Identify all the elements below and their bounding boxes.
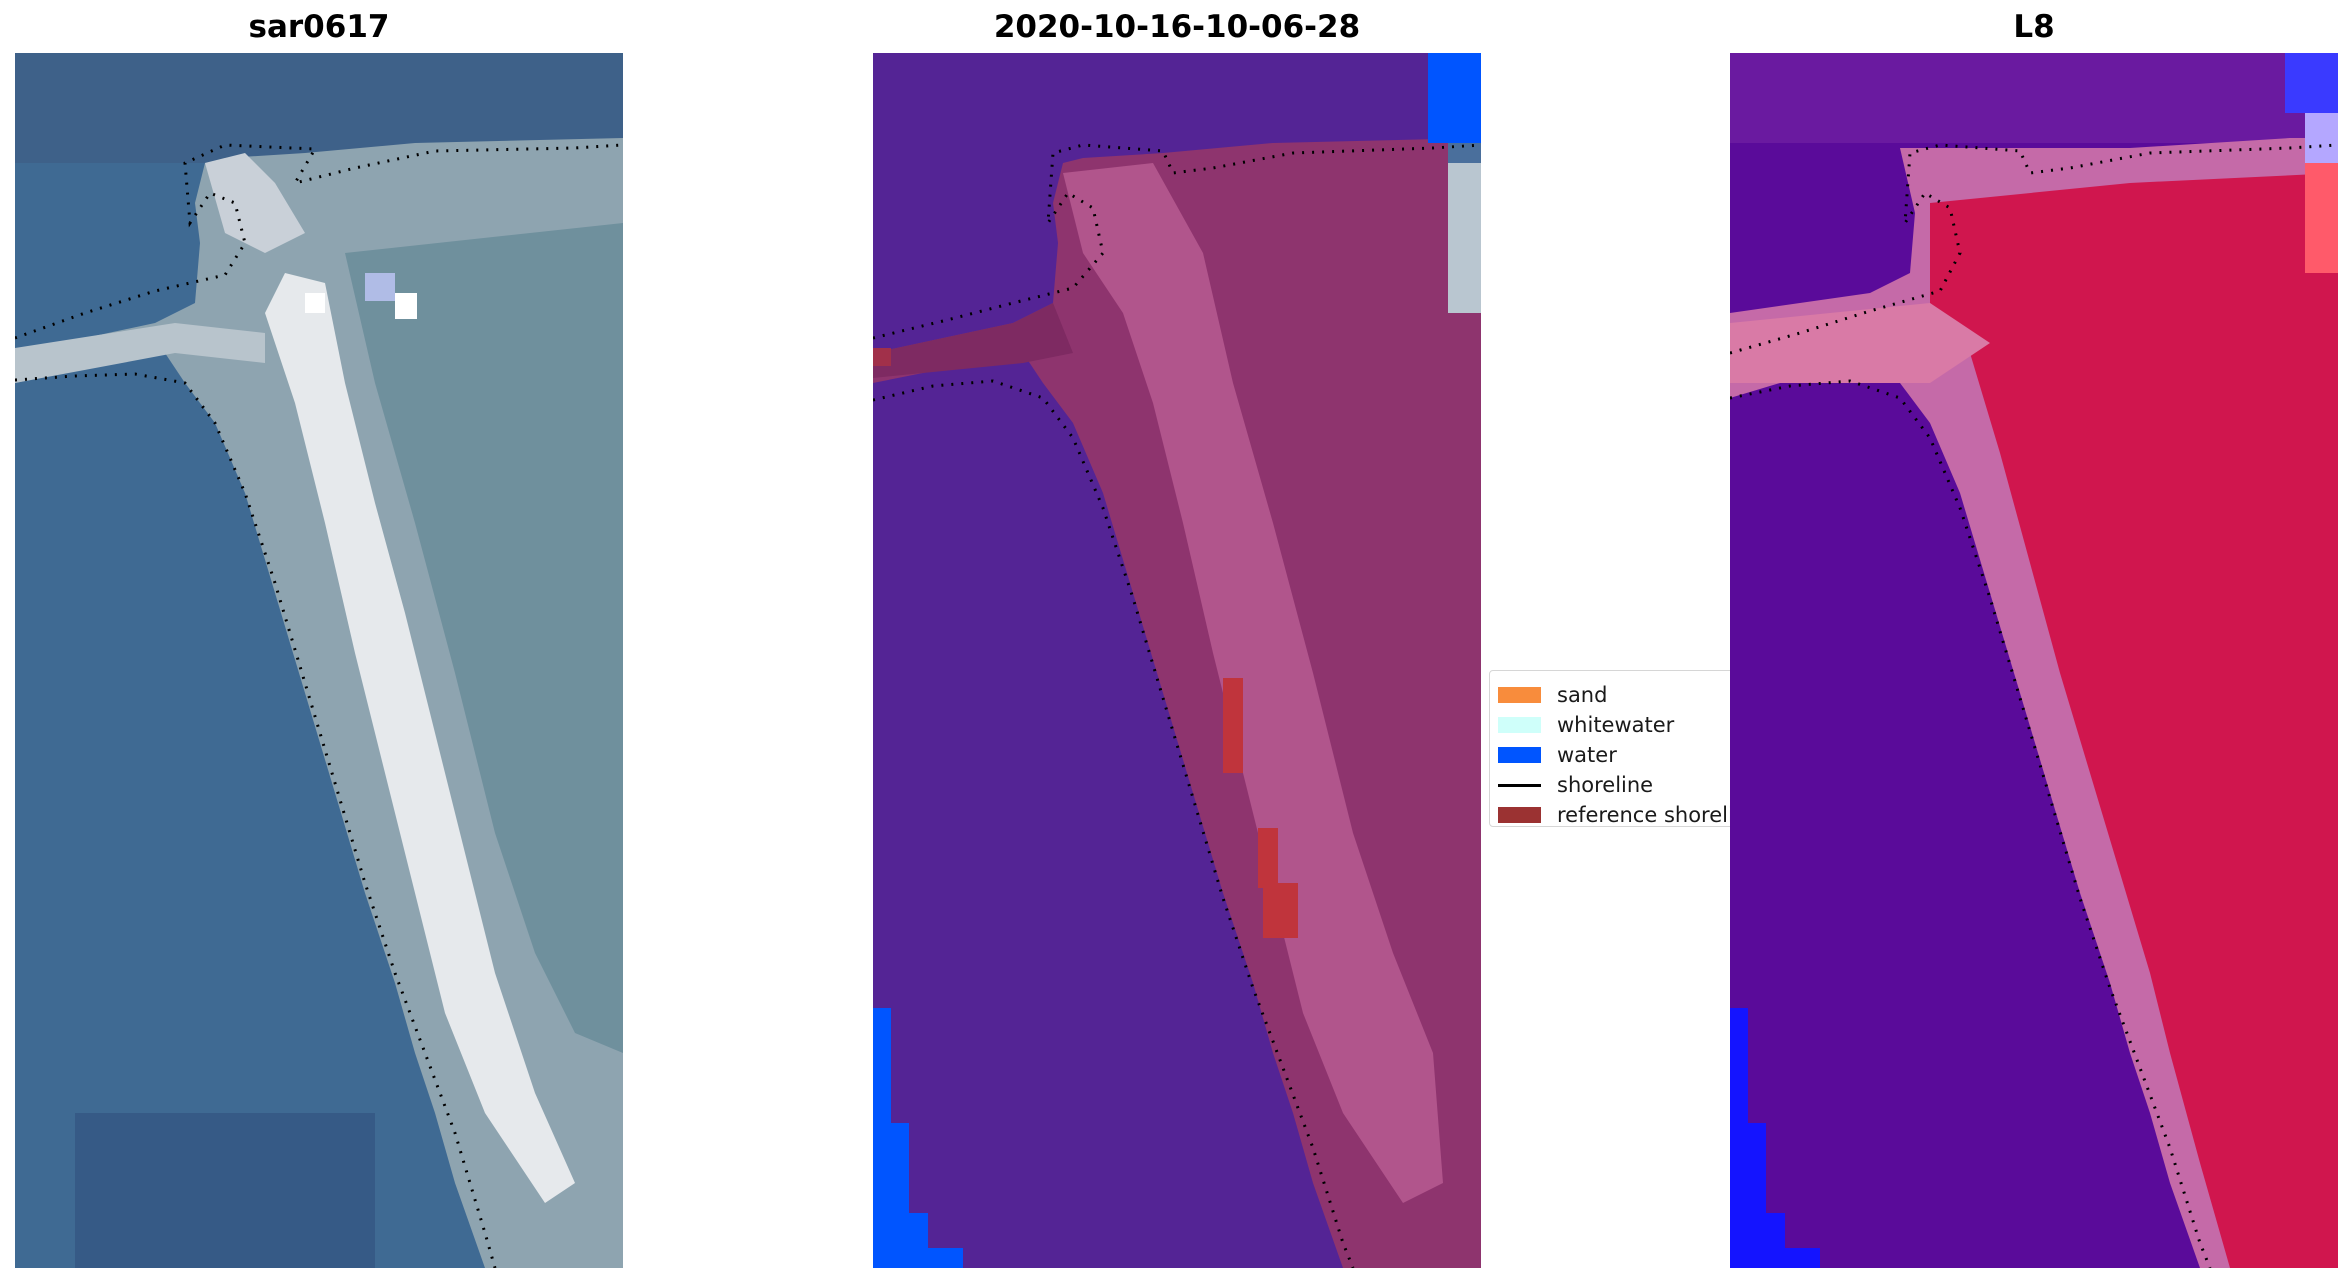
legend-item-whitewater: whitewater [1498, 713, 1674, 737]
l8-western-arm [1730, 303, 1990, 383]
panel-title-rgb: sar0617 [248, 9, 390, 45]
legend-swatch-sand [1498, 687, 1541, 703]
l8-false-color-image [1730, 53, 2338, 1268]
classified-western-arm [873, 303, 1073, 378]
legend-label-reference-shoreline: reference shoreline [1557, 803, 1738, 827]
legend-label-shoreline: shoreline [1557, 773, 1654, 797]
l8-land [1930, 173, 2338, 1268]
l8-mixed-ne [2305, 113, 2338, 163]
beach-strip [265, 273, 575, 1203]
legend-item-water: water [1498, 743, 1617, 767]
shoreline-north [873, 143, 1481, 340]
shoreline-north [15, 143, 623, 340]
classified-whitewater-ne [1448, 163, 1481, 313]
bright-pixel [395, 293, 417, 319]
l8-water-ne [2285, 53, 2338, 113]
legend-label-whitewater: whitewater [1557, 713, 1675, 737]
legend-swatch-reference-shoreline [1498, 807, 1541, 823]
panel-rgb-image: sar0617 [15, 9, 623, 1268]
classified-reference-patch [1258, 828, 1278, 888]
classified-water-sw [873, 1008, 963, 1268]
legend-line-shoreline [1498, 783, 1541, 787]
legend-swatch-whitewater [1498, 717, 1541, 733]
bright-pixel [305, 293, 325, 313]
northern-tip [205, 153, 305, 253]
panel-title-classified: 2020-10-16-10-06-28 [993, 9, 1361, 45]
sea-deep-south [75, 1113, 375, 1268]
classified-water-ne [1428, 53, 1481, 143]
panel-title-l8: L8 [2013, 9, 2055, 45]
legend-item-shoreline: shoreline [1498, 773, 1653, 797]
western-arm [15, 323, 265, 383]
classified-mixed-ne [1448, 143, 1481, 163]
rgb-satellite-image [15, 53, 623, 1268]
panel-classified-image: 2020-10-16-10-06-28 [873, 9, 1481, 1268]
panel-l8-image: L8 [1730, 9, 2338, 1268]
bright-patch [365, 273, 395, 301]
l8-water-north [1730, 53, 2338, 143]
legend-item-reference-shoreline: reference shoreline [1498, 803, 1738, 827]
classified-image [873, 53, 1481, 1268]
legend-swatch-water [1498, 747, 1541, 763]
classified-reference-patch [1263, 883, 1298, 938]
classified-reference-pixel [873, 348, 891, 366]
legend: sand whitewater water shoreline referenc… [1489, 670, 1739, 827]
legend-label-sand: sand [1557, 683, 1608, 707]
l8-water-sw [1730, 1008, 1820, 1268]
classified-reference-patch [1223, 678, 1243, 773]
vegetation-area [345, 223, 623, 1053]
l8-bright-ne [2305, 163, 2338, 273]
shoreline-west [873, 379, 1355, 1268]
legend-item-sand: sand [1498, 683, 1607, 707]
legend-label-water: water [1557, 743, 1617, 767]
classified-sand-bright [1063, 163, 1443, 1203]
